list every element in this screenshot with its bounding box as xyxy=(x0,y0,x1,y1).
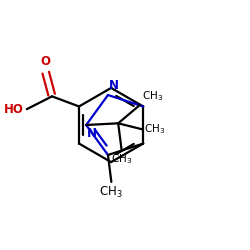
Text: CH$_3$: CH$_3$ xyxy=(142,89,163,103)
Text: O: O xyxy=(40,56,50,68)
Text: CH$_3$: CH$_3$ xyxy=(144,122,165,136)
Text: HO: HO xyxy=(4,103,24,116)
Text: CH$_3$: CH$_3$ xyxy=(111,152,132,166)
Text: N: N xyxy=(87,127,97,140)
Text: N: N xyxy=(109,79,119,92)
Text: CH$_3$: CH$_3$ xyxy=(100,185,123,200)
